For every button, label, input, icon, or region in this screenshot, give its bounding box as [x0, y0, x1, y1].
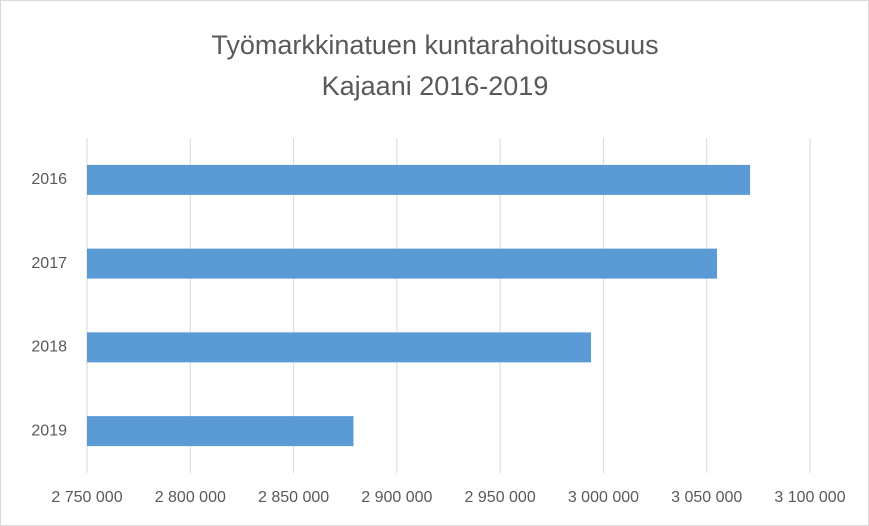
- x-tick-label: 2 750 000: [51, 489, 122, 506]
- bar: [87, 416, 354, 447]
- y-tick-label: 2019: [31, 422, 67, 439]
- bar: [87, 164, 751, 195]
- x-tick-label: 2 950 000: [465, 489, 536, 506]
- x-tick-label: 2 900 000: [361, 489, 432, 506]
- x-tick-label: 2 800 000: [155, 489, 226, 506]
- chart-title: Kajaani 2016-2019: [322, 71, 549, 101]
- x-tick-label: 2 850 000: [258, 489, 329, 506]
- chart-title: Työmarkkinatuen kuntarahoitusosuus: [211, 30, 658, 60]
- x-tick-label: 3 000 000: [568, 489, 639, 506]
- x-tick-label: 3 100 000: [774, 489, 845, 506]
- y-tick-label: 2017: [31, 255, 67, 272]
- bar: [87, 332, 592, 363]
- y-tick-label: 2018: [31, 339, 67, 356]
- x-tick-label: 3 050 000: [671, 489, 742, 506]
- bar: [87, 248, 718, 279]
- y-tick-label: 2016: [31, 171, 67, 188]
